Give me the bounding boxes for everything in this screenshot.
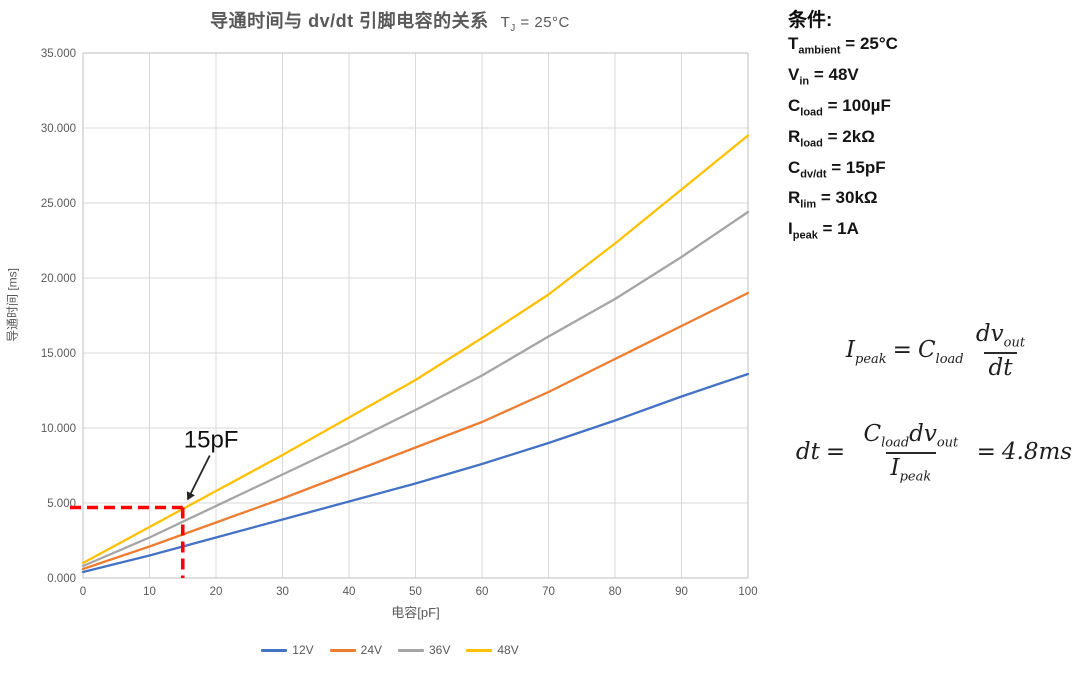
condition-item: Ipeak = 1A [788,219,859,242]
x-tick-label: 30 [276,586,289,598]
axis-tick-labels: 0.000 5.000 10.000 15.000 20.000 25.000 30.000… [41,48,758,598]
x-tick-label: 40 [343,586,356,598]
plot-area: 0.000 5.000 10.000 15.000 20.000 25.000 30.000… [41,48,758,598]
y-tick-label: 10.000 [41,423,76,435]
x-tick-label: 100 [738,586,757,598]
condition-item: Rload = 2kΩ [788,126,875,150]
fraction: Cloaddvout Ipeak [863,421,959,485]
legend-item-36v: 36V [398,643,450,657]
condition-item: Rlim = 30kΩ [788,188,878,211]
conditions-title: 条件: [788,10,833,31]
y-tick-label: 0.000 [47,573,76,585]
plot-border [82,52,749,579]
legend-item-12v: 12V [261,643,314,657]
x-tick-label: 20 [210,586,223,598]
chart-title-condition: TJ = 25°C [500,14,570,34]
y-tick-label: 20.000 [41,273,76,285]
y-tick-label: 15.000 [41,348,76,360]
x-tick-label: 80 [609,586,622,598]
condition-item: Cload = 100µF [788,95,891,119]
series-line-48v [81,134,750,565]
chart-panel: 导通时间与 dv/dt 引脚电容的关系 TJ = 25°C 导通时间 [ms] 0… [0,7,780,657]
x-axis-title: 电容[pF] [391,605,440,620]
y-tick-label: 30.000 [41,123,76,135]
conditions-panel: 条件: Tambient = 25°C Vin = 48V Cload = 100µ… [788,0,1080,673]
series-line-24v [81,291,750,571]
y-tick-label: 25.000 [41,198,76,210]
legend-item-24v: 24V [329,643,382,657]
conditions-list: Tambient = 25°C Vin = 48V Cload = 100µF Rlo… [788,32,1080,248]
legend-line-swatch [466,648,493,652]
x-tick-label: 0 [80,586,86,598]
legend: 12V 24V 36V 48V [0,643,780,657]
fraction: dvout dt [975,321,1026,382]
series-line-36v [81,210,750,568]
legend-label: 36V [429,643,451,657]
annotation-arrow [186,455,211,501]
condition-item: Vin = 48V [788,64,859,88]
series-line-12v [81,372,750,574]
legend-label: 24V [360,643,382,657]
x-tick-label: 10 [143,586,156,598]
legend-item-48v: 48V [466,643,519,657]
x-tick-label: 60 [476,586,489,598]
legend-line-swatch [329,648,356,652]
legend-label: 48V [497,643,519,657]
y-tick-label: 35.000 [41,48,76,60]
gridlines [82,52,749,579]
condition-item: Tambient = 25°C [788,34,898,57]
legend-line-swatch [261,648,288,652]
annotation-label: 15pF [184,427,239,454]
annotation-15pf: 15pF [70,427,239,578]
x-tick-label: 90 [675,586,688,598]
legend-line-swatch [398,648,424,652]
legend-label: 12V [292,643,314,657]
y-tick-label: 5.000 [47,498,76,510]
x-tick-label: 50 [409,586,422,598]
x-tick-label: 70 [542,586,555,598]
chart-title: 导通时间与 dv/dt 引脚电容的关系 TJ = 25°C [0,7,780,34]
formula-dt: dt = Cloaddvout Ipeak = 4.8ms [795,421,1073,485]
chart-title-text: 导通时间与 dv/dt 引脚电容的关系 [210,11,489,31]
formula-ipeak: Ipeak = Cload dvout dt [808,322,1068,380]
condition-item: Cdv/dt = 15pF [788,157,886,180]
